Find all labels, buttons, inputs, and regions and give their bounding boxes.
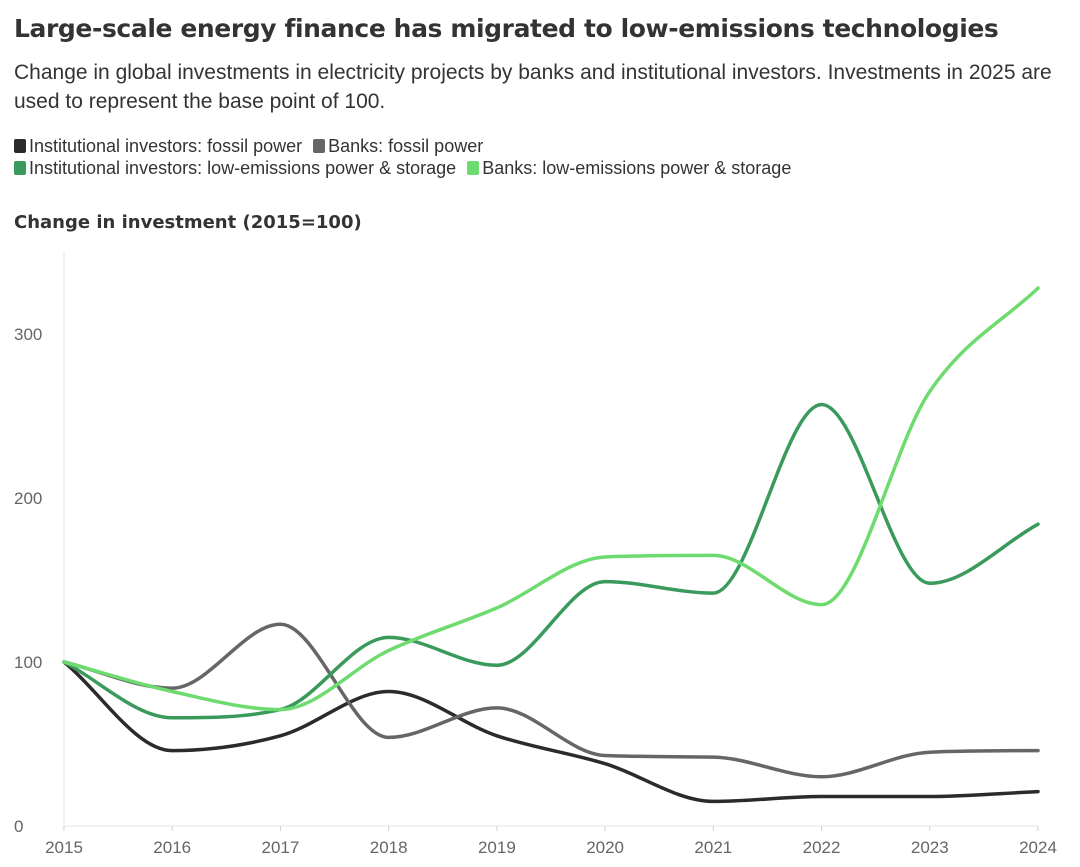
x-tick-label: 2022 (803, 838, 841, 857)
legend-label-inst-lowemissions: Institutional investors: low-emissions p… (29, 158, 457, 178)
x-tick-label: 2016 (153, 838, 191, 857)
legend-item-banks-fossil[interactable]: Banks: fossil power (313, 135, 483, 157)
series-line-inst-fossil[interactable] (62, 660, 1040, 804)
x-tick-label: 2018 (370, 838, 408, 857)
chart-title: Large-scale energy finance has migrated … (14, 14, 999, 43)
y-tick-label: 200 (14, 489, 42, 508)
legend-label-inst-fossil: Institutional investors: fossil power (29, 136, 303, 156)
legend-swatch-inst-fossil (14, 139, 26, 153)
x-tick-label: 2024 (1019, 838, 1057, 857)
legend-item-banks-lowemissions[interactable]: Banks: low-emissions power & storage (467, 157, 791, 179)
chart-subtitle: Change in global investments in electric… (14, 61, 1052, 113)
axes (63, 252, 1038, 827)
x-tick-label: 2023 (911, 838, 949, 857)
series-lines (62, 286, 1040, 804)
x-axis-ticks: 2015 2016 2017 2018 2019 2020 2021 2022 2023 2024 (45, 826, 1057, 857)
x-tick-label: 2020 (586, 838, 624, 857)
y-tick-label: 300 (14, 325, 42, 344)
y-tick-label: 100 (14, 653, 42, 672)
legend-item-inst-fossil[interactable]: Institutional investors: fossil power (14, 135, 302, 157)
y-axis-ticks: 0 100 200 300 (14, 325, 42, 836)
legend-label-banks-lowemissions: Banks: low-emissions power & storage (482, 158, 792, 178)
legend: Institutional investors: fossil power Ba… (14, 135, 1074, 179)
x-tick-label: 2015 (45, 838, 83, 857)
legend-swatch-banks-lowemissions (467, 161, 480, 175)
series-line-banks-lowemissions[interactable] (62, 286, 1040, 712)
legend-swatch-banks-fossil (313, 139, 326, 153)
legend-item-inst-lowemissions[interactable]: Institutional investors: low-emissions p… (14, 157, 456, 179)
y-axis-title: Change in investment (2015=100) (14, 212, 362, 233)
legend-label-banks-fossil: Banks: fossil power (328, 136, 484, 156)
x-tick-label: 2017 (262, 838, 300, 857)
y-tick-label: 0 (14, 817, 23, 836)
legend-swatch-inst-lowemissions (14, 161, 26, 175)
x-tick-label: 2021 (694, 838, 732, 857)
series-line-banks-fossil[interactable] (62, 622, 1040, 779)
x-tick-label: 2019 (478, 838, 516, 857)
